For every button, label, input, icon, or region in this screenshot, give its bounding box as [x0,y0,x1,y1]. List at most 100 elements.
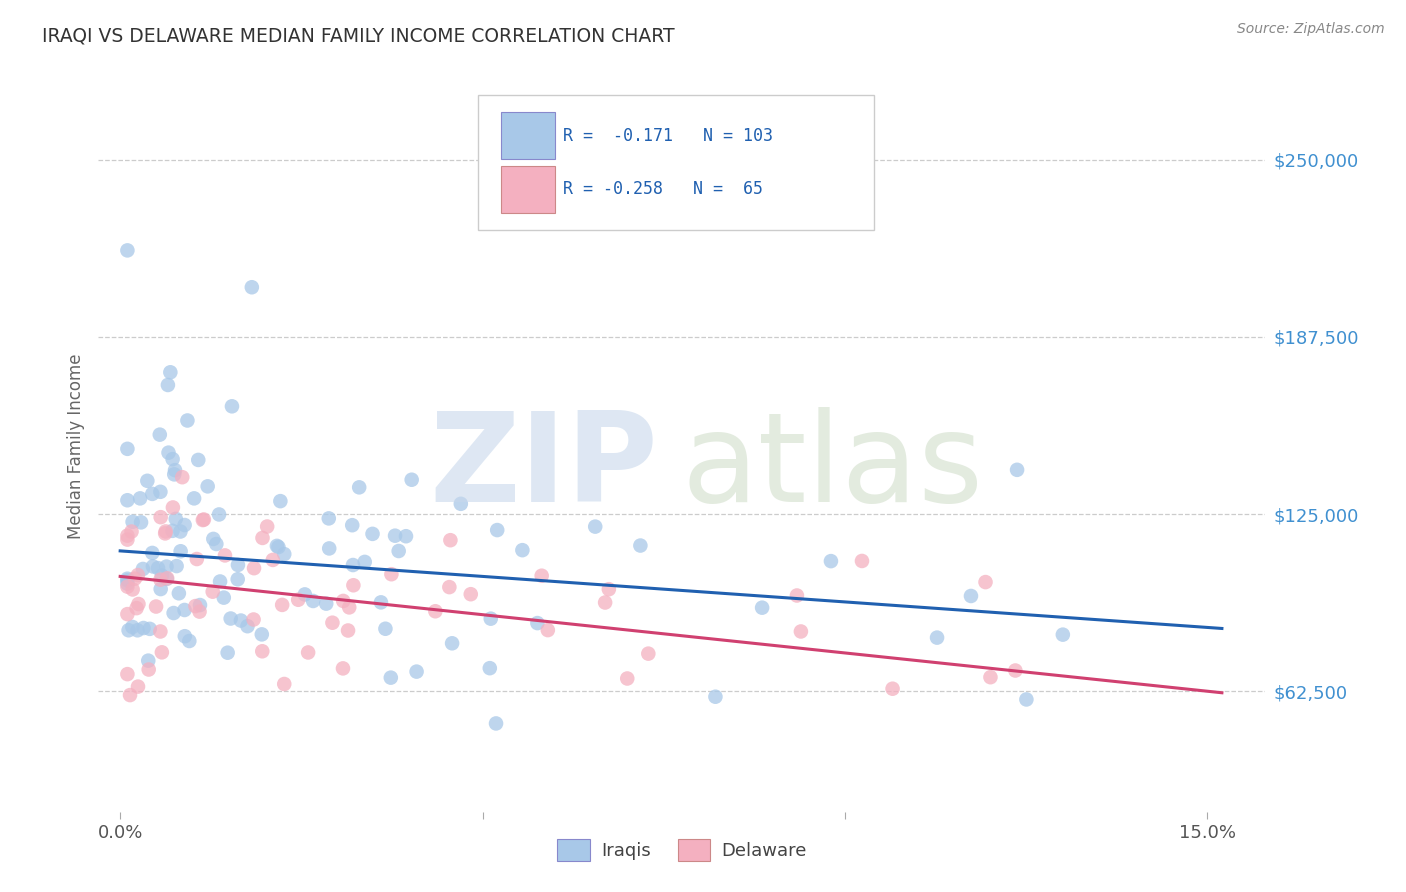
Point [370,595,392,609]
Point [169,524,191,539]
Point [851,554,873,568]
Point [117,580,139,594]
Point [219,611,242,625]
Point [162,524,184,538]
Point [193,512,215,526]
Point [598,582,620,597]
Point [150,645,173,659]
Point [271,598,294,612]
Text: Source: ZipAtlas.com: Source: ZipAtlas.com [1237,22,1385,37]
Point [166,559,188,574]
Point [425,604,447,618]
Point [162,452,184,467]
Point [149,582,172,596]
Point [156,378,179,392]
Point [117,667,139,681]
Point [537,623,560,637]
Point [332,661,354,675]
Point [332,594,354,608]
Point [321,615,343,630]
Point [142,559,165,574]
Point [197,479,219,493]
Point [485,716,508,731]
Point [704,690,727,704]
Point [173,629,195,643]
Point [380,671,402,685]
Point [212,591,235,605]
Point [637,647,659,661]
Point [1005,463,1028,477]
Point [205,537,228,551]
Point [186,552,208,566]
Point [124,572,146,586]
Point [153,526,176,541]
Point [121,582,143,597]
Point [979,670,1001,684]
Point [486,523,509,537]
Point [269,494,291,508]
Point [155,559,177,574]
Point [960,589,983,603]
Point [315,597,337,611]
Point [117,576,139,591]
Point [790,624,813,639]
Point [208,508,231,522]
Point [530,568,553,582]
Point [266,539,288,553]
Point [183,491,205,506]
Point [129,516,152,530]
Point [583,519,606,533]
Point [337,624,360,638]
Point [479,612,502,626]
Point [250,627,273,641]
Point [127,568,149,582]
Point [127,597,149,611]
Point [169,544,191,558]
Point [1015,692,1038,706]
Point [337,600,360,615]
Point [117,533,139,547]
Point [294,587,316,601]
Text: ZIP: ZIP [430,408,658,528]
FancyBboxPatch shape [501,166,555,212]
Point [882,681,904,696]
Point [127,624,149,638]
Point [163,463,186,477]
Point [149,573,172,587]
Point [187,453,209,467]
Point [273,547,295,561]
Point [388,544,411,558]
Point [925,631,948,645]
Point [384,529,406,543]
Point [974,575,997,590]
Point [121,620,143,634]
Point [149,484,172,499]
Point [786,589,808,603]
Point [188,605,211,619]
Point [184,599,207,613]
FancyBboxPatch shape [478,95,875,230]
Point [172,470,194,484]
Point [118,688,141,702]
Text: atlas: atlas [682,408,984,528]
Point [252,644,274,658]
Point [209,574,232,589]
Point [242,613,264,627]
Point [138,663,160,677]
Point [616,672,638,686]
Point [162,606,184,620]
Point [159,365,181,379]
Point [243,561,266,575]
Point [262,553,284,567]
Point [318,541,340,556]
Point [149,427,172,442]
Point [297,645,319,659]
Point [256,519,278,533]
Point [156,572,179,586]
Point [318,511,340,525]
Point [155,524,177,539]
Point [512,543,534,558]
Point [221,400,243,414]
Legend: Iraqis, Delaware: Iraqis, Delaware [550,832,814,869]
Point [628,539,651,553]
